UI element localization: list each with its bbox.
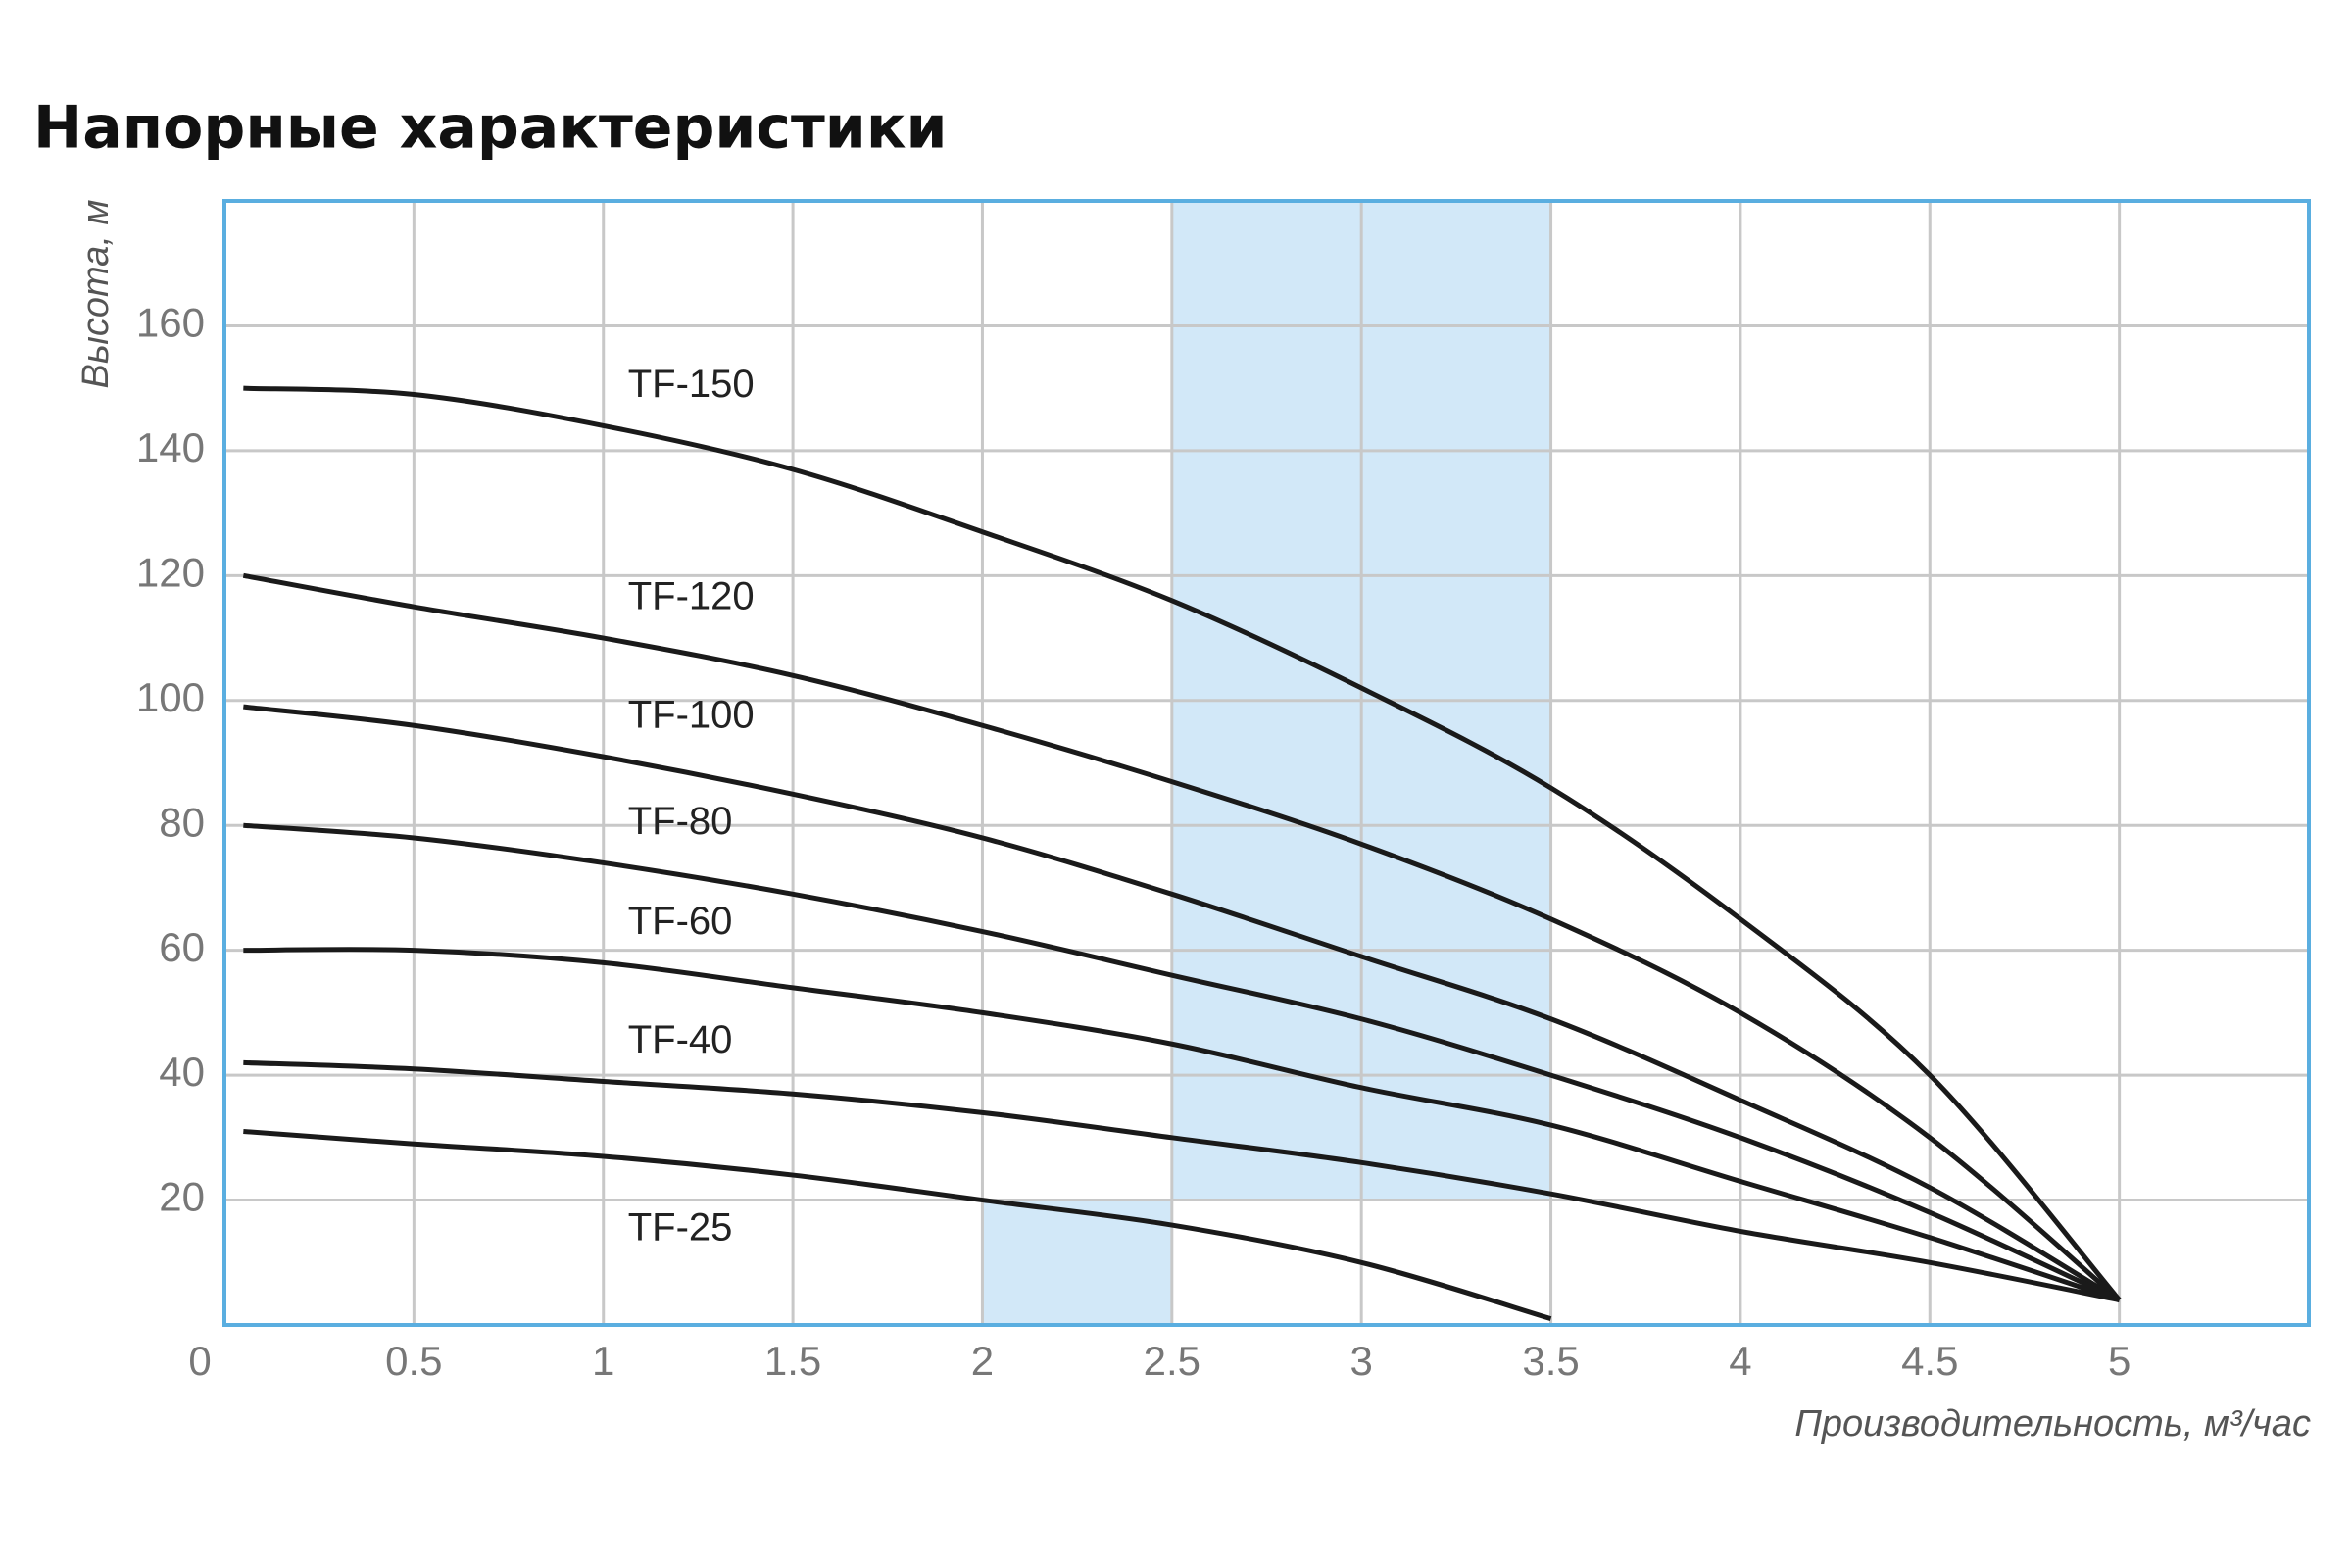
y-tick-label: 40	[159, 1049, 205, 1095]
x-tick-label: 0.5	[385, 1338, 442, 1384]
x-tick-label: 1.5	[764, 1338, 821, 1384]
y-tick-label: 20	[159, 1174, 205, 1220]
curve	[242, 572, 2122, 1302]
x-tick-label: 3	[1350, 1338, 1373, 1384]
x-tick-label: 2	[971, 1338, 994, 1384]
y-tick-label: 60	[159, 924, 205, 970]
curve	[243, 1059, 2121, 1302]
x-tick-label: 5	[2108, 1338, 2131, 1384]
series-label: TF-40	[628, 1018, 733, 1061]
x-tick-label: 2.5	[1144, 1338, 1200, 1384]
plot-border	[222, 199, 2311, 1327]
x-tick-label: 4	[1729, 1338, 1751, 1384]
x-tick-label: 1	[592, 1338, 614, 1384]
x-tick-label: 0	[188, 1338, 211, 1384]
series-label: TF-80	[628, 800, 733, 843]
curve	[243, 947, 2121, 1302]
x-tick-label: 4.5	[1901, 1338, 1958, 1384]
series-label: TF-120	[628, 575, 755, 618]
y-tick-label: 80	[159, 799, 205, 845]
series-label: TF-25	[628, 1206, 733, 1250]
curve	[243, 385, 2122, 1302]
curve	[243, 1128, 1552, 1322]
chart-title: Напорные характеристики	[33, 94, 948, 163]
y-tick-label: 120	[136, 549, 205, 595]
series-label: TF-150	[628, 363, 755, 406]
curve	[243, 704, 2121, 1302]
y-tick-label: 100	[136, 674, 205, 720]
series-label: TF-60	[628, 900, 733, 943]
curve	[243, 822, 2121, 1302]
x-tick-label: 3.5	[1522, 1338, 1579, 1384]
y-tick-label: 140	[136, 424, 205, 470]
y-axis-label: Высота, м	[75, 200, 117, 389]
y-tick-label: 160	[136, 300, 205, 346]
series-label: TF-100	[628, 694, 755, 737]
x-axis-label: Производительность, м³/час	[1794, 1403, 2311, 1445]
